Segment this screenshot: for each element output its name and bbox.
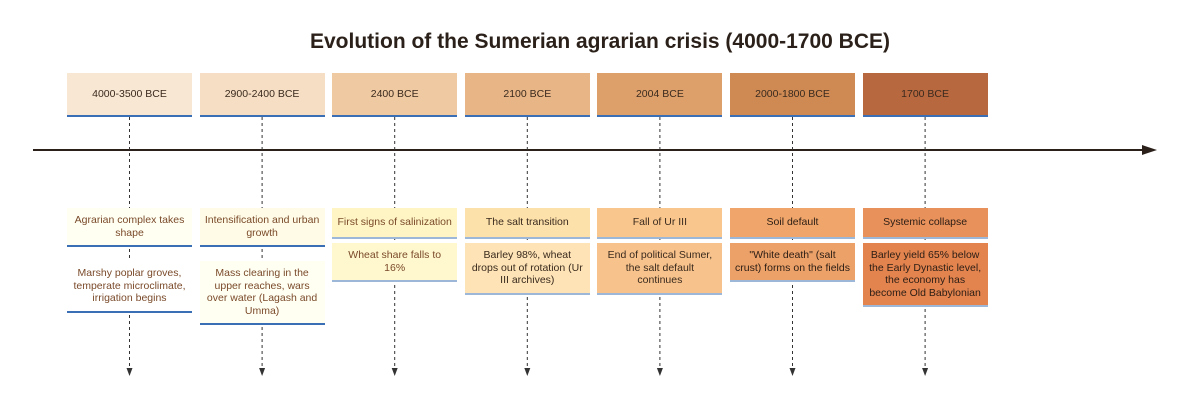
event-date: 1700 BCE: [862, 73, 988, 117]
event-heading: Agrarian complex takes shape: [67, 208, 192, 247]
event-description: Marshy poplar groves, temperate microcli…: [67, 261, 192, 313]
event-date: 2400 BCE: [332, 73, 458, 117]
title: Evolution of the Sumerian agrarian crisi…: [309, 30, 891, 53]
event-heading: Intensification and urban growth: [199, 208, 325, 247]
event-description: End of political Sumer, the salt default…: [597, 243, 723, 295]
connector-arrow: [656, 368, 663, 376]
timeline-arrowhead: [1142, 145, 1157, 155]
event-description: Barley yield 65% below the Early Dynasti…: [862, 243, 988, 307]
event-description: Mass clearing in the upper reaches, wars…: [199, 261, 325, 325]
event-heading: Soil default: [730, 208, 855, 239]
connector-arrow: [126, 368, 133, 376]
event-description: Barley 98%, wheat drops out of rotation …: [464, 243, 590, 295]
event-date: 2100 BCE: [464, 73, 590, 117]
connector-arrow: [259, 368, 266, 376]
event-heading: Systemic collapse: [862, 208, 988, 239]
event-heading: The salt transition: [464, 208, 590, 239]
event-date: 2004 BCE: [597, 73, 723, 117]
event-date: 2000-1800 BCE: [730, 73, 855, 117]
event-description: "White death" (salt crust) forms on the …: [730, 243, 855, 282]
event-date: 4000-3500 BCE: [67, 73, 192, 117]
event-heading: Fall of Ur III: [597, 208, 723, 239]
event-date: 2900-2400 BCE: [199, 73, 325, 117]
connector-arrow: [789, 368, 796, 376]
connector-arrow: [922, 368, 929, 376]
connector-arrow: [524, 368, 531, 376]
event-heading: First signs of salinization: [332, 208, 458, 239]
connector-arrow: [391, 368, 398, 376]
event-description: Wheat share falls to 16%: [332, 243, 458, 282]
